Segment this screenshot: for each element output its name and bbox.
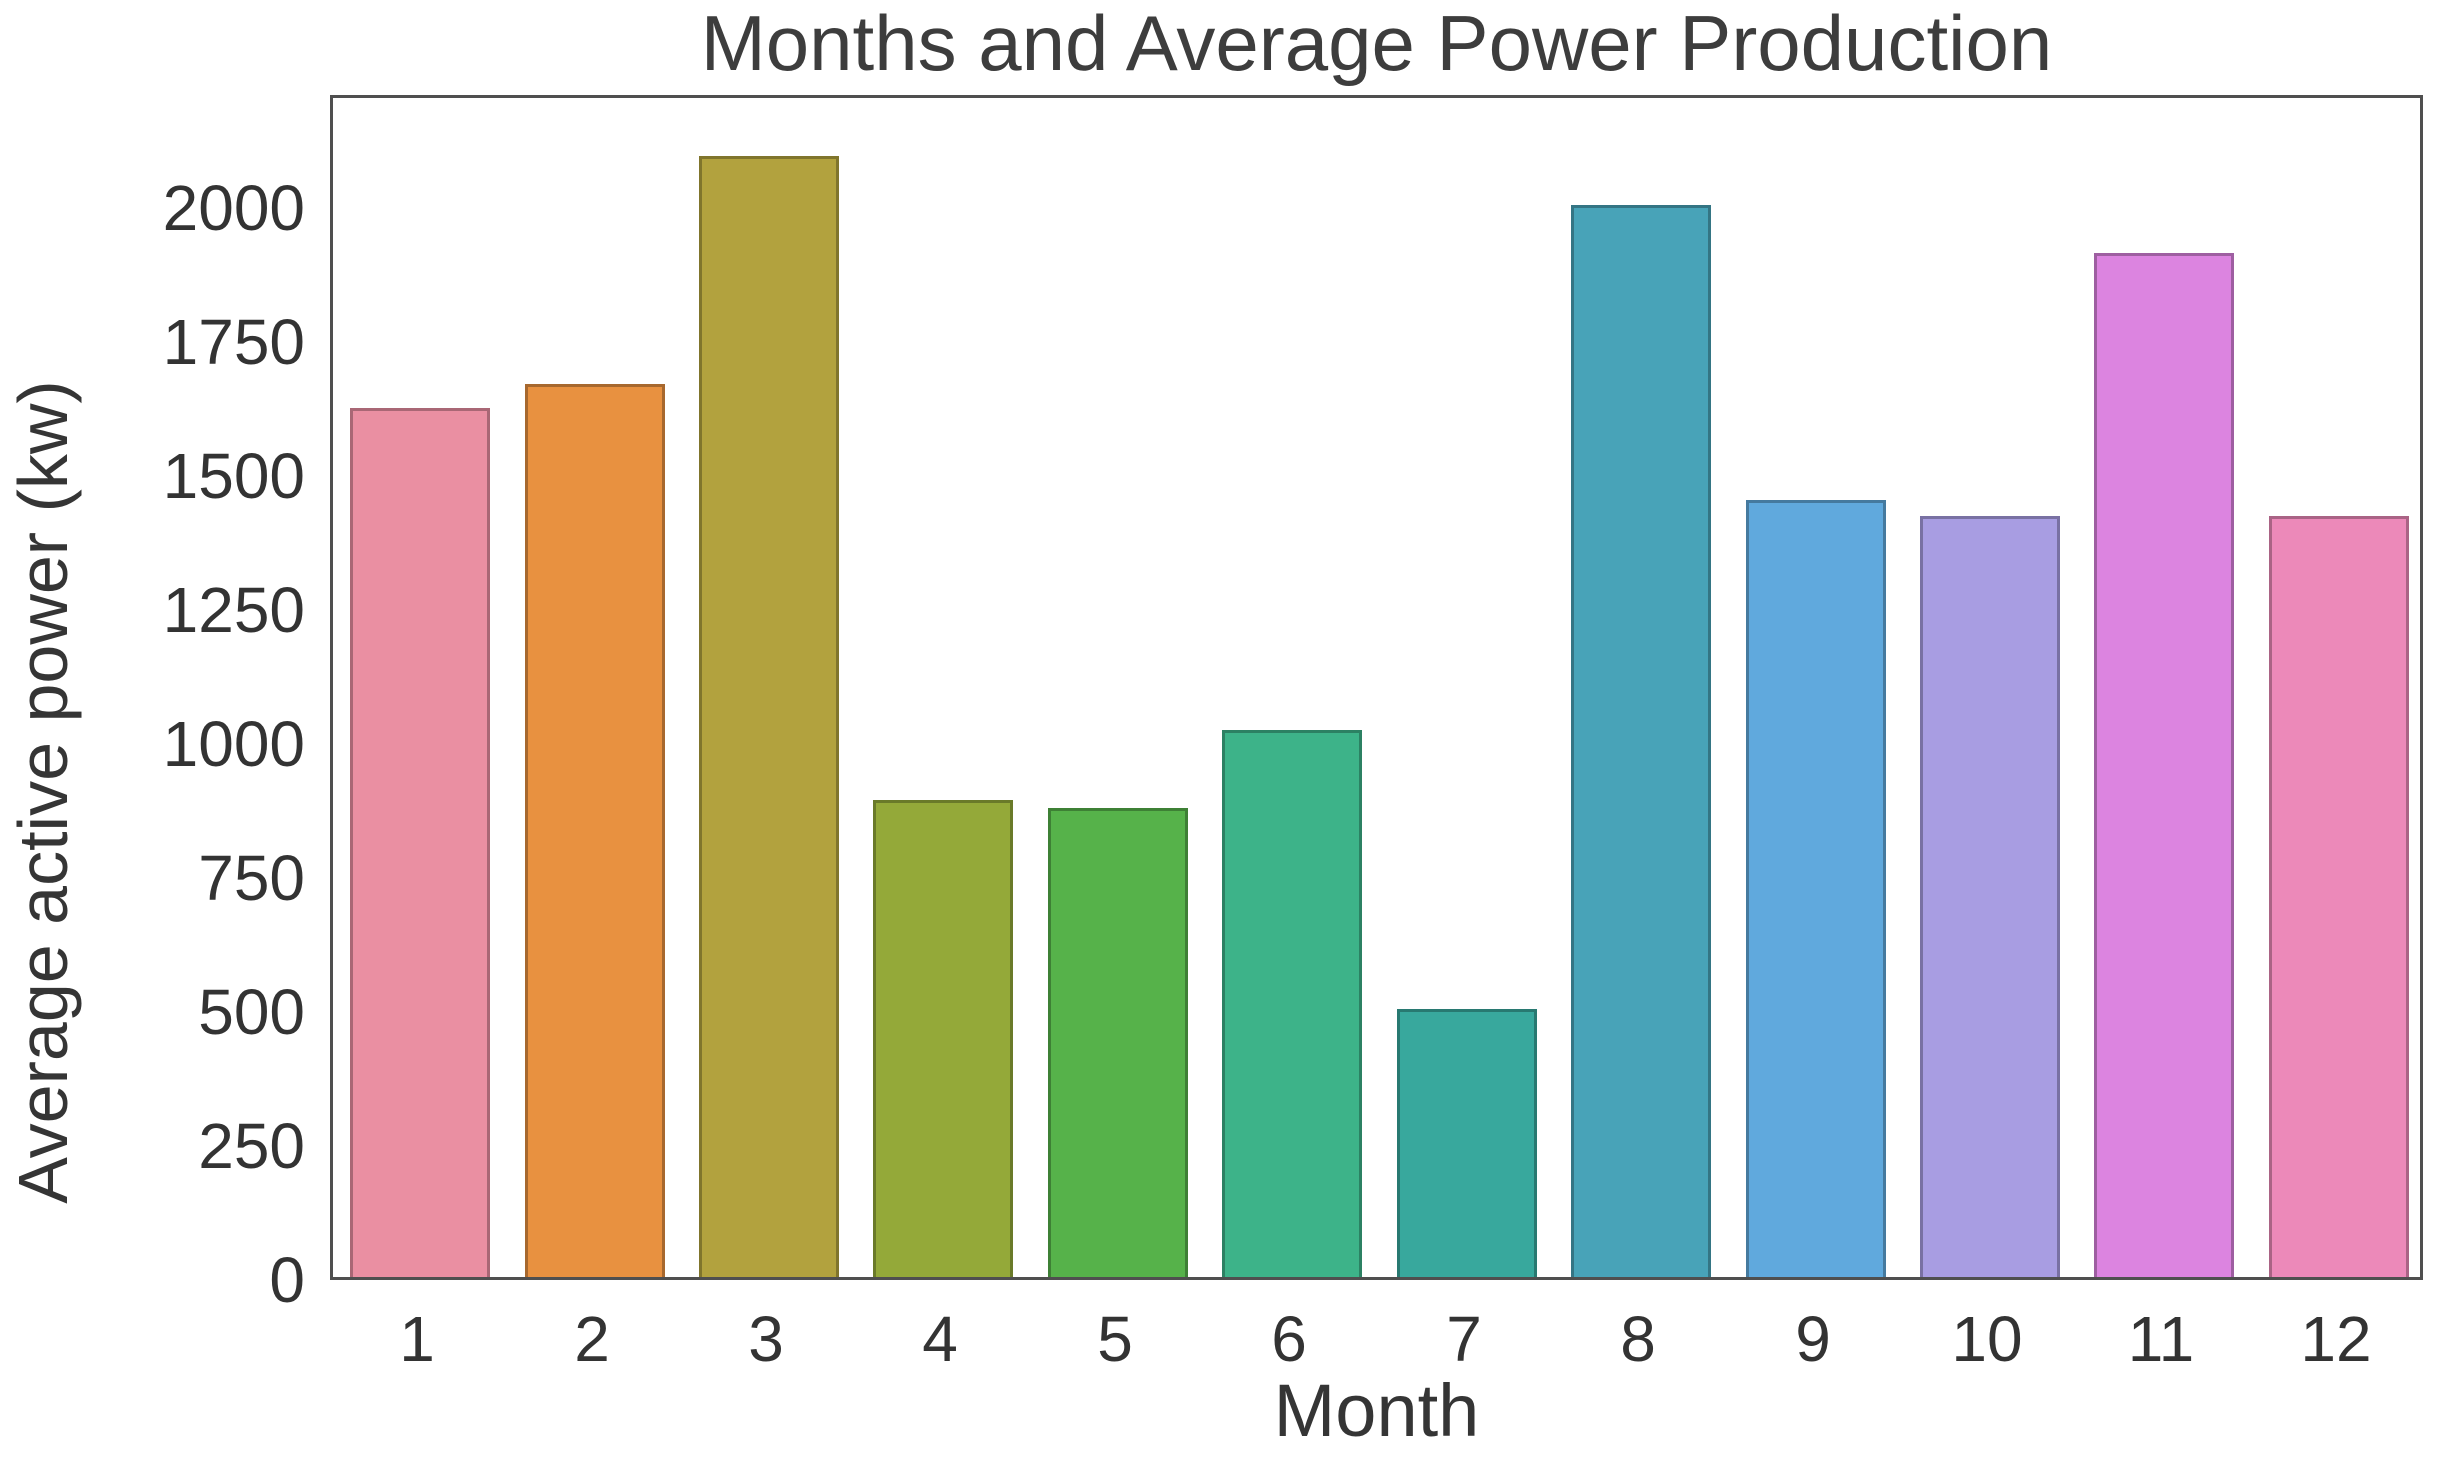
y-tick-label-1000: 1000 [162, 708, 305, 780]
bar-month-2 [525, 384, 665, 1277]
bar-month-8 [1571, 205, 1711, 1277]
bar-month-10 [1920, 516, 2060, 1277]
x-tick-label-10: 10 [1951, 1303, 2023, 1375]
y-tick-label-250: 250 [198, 1110, 305, 1182]
x-tick-label-2: 2 [574, 1303, 610, 1375]
plot-area [330, 95, 2423, 1280]
x-tick-label-5: 5 [1097, 1303, 1133, 1375]
bar-month-1 [350, 408, 490, 1277]
x-tick-label-9: 9 [1795, 1303, 1831, 1375]
bar-month-9 [1746, 500, 1886, 1277]
y-tick-label-0: 0 [269, 1244, 305, 1316]
bar-month-3 [699, 156, 839, 1277]
bar-month-7 [1397, 1009, 1537, 1277]
bar-month-6 [1222, 730, 1362, 1277]
x-tick-label-1: 1 [399, 1303, 435, 1375]
bar-month-12 [2269, 516, 2409, 1277]
bar-month-4 [873, 800, 1013, 1277]
x-tick-label-3: 3 [748, 1303, 784, 1375]
y-tick-label-750: 750 [198, 842, 305, 914]
y-tick-label-500: 500 [198, 976, 305, 1048]
y-tick-label-1750: 1750 [162, 306, 305, 378]
x-tick-label-11: 11 [2127, 1303, 2195, 1375]
x-tick-label-4: 4 [922, 1303, 958, 1375]
x-axis-label: Month [1273, 1369, 1480, 1452]
chart-title: Months and Average Power Production [700, 0, 2053, 87]
x-tick-label-12: 12 [2300, 1303, 2372, 1375]
x-tick-label-7: 7 [1446, 1303, 1482, 1375]
bar-month-5 [1048, 808, 1188, 1277]
y-tick-label-1500: 1500 [162, 440, 305, 512]
y-tick-label-1250: 1250 [162, 574, 305, 646]
bar-month-11 [2094, 253, 2234, 1277]
x-tick-label-8: 8 [1620, 1303, 1656, 1375]
y-tick-label-2000: 2000 [162, 172, 305, 244]
x-tick-label-6: 6 [1271, 1303, 1307, 1375]
